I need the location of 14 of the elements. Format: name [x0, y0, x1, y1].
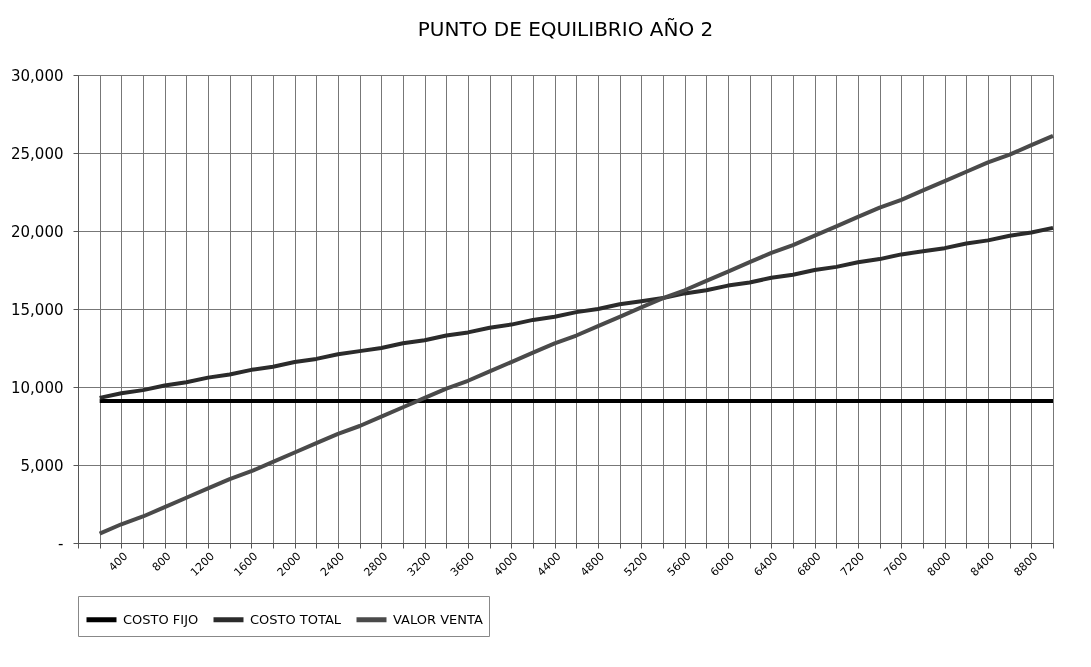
legend-label: VALOR VENTA	[393, 611, 483, 627]
y-tick-label: 30,000	[11, 66, 64, 85]
chart-title: PUNTO DE EQUILIBRIO AÑO 2	[417, 17, 714, 41]
line-series	[97, 225, 1055, 400]
y-tick-label: 10,000	[11, 378, 64, 397]
legend-label: COSTO FIJO	[123, 611, 199, 627]
y-tick-label: -	[58, 534, 64, 553]
y-tick-label: 25,000	[11, 144, 64, 163]
x-tick-label: 400	[106, 549, 131, 574]
y-tick-label: 15,000	[11, 300, 64, 319]
y-tick-label: 20,000	[11, 222, 64, 241]
legend-label: COSTO TOTAL	[250, 611, 342, 627]
y-tick-label: 5,000	[20, 456, 64, 475]
line-series	[97, 133, 1055, 536]
